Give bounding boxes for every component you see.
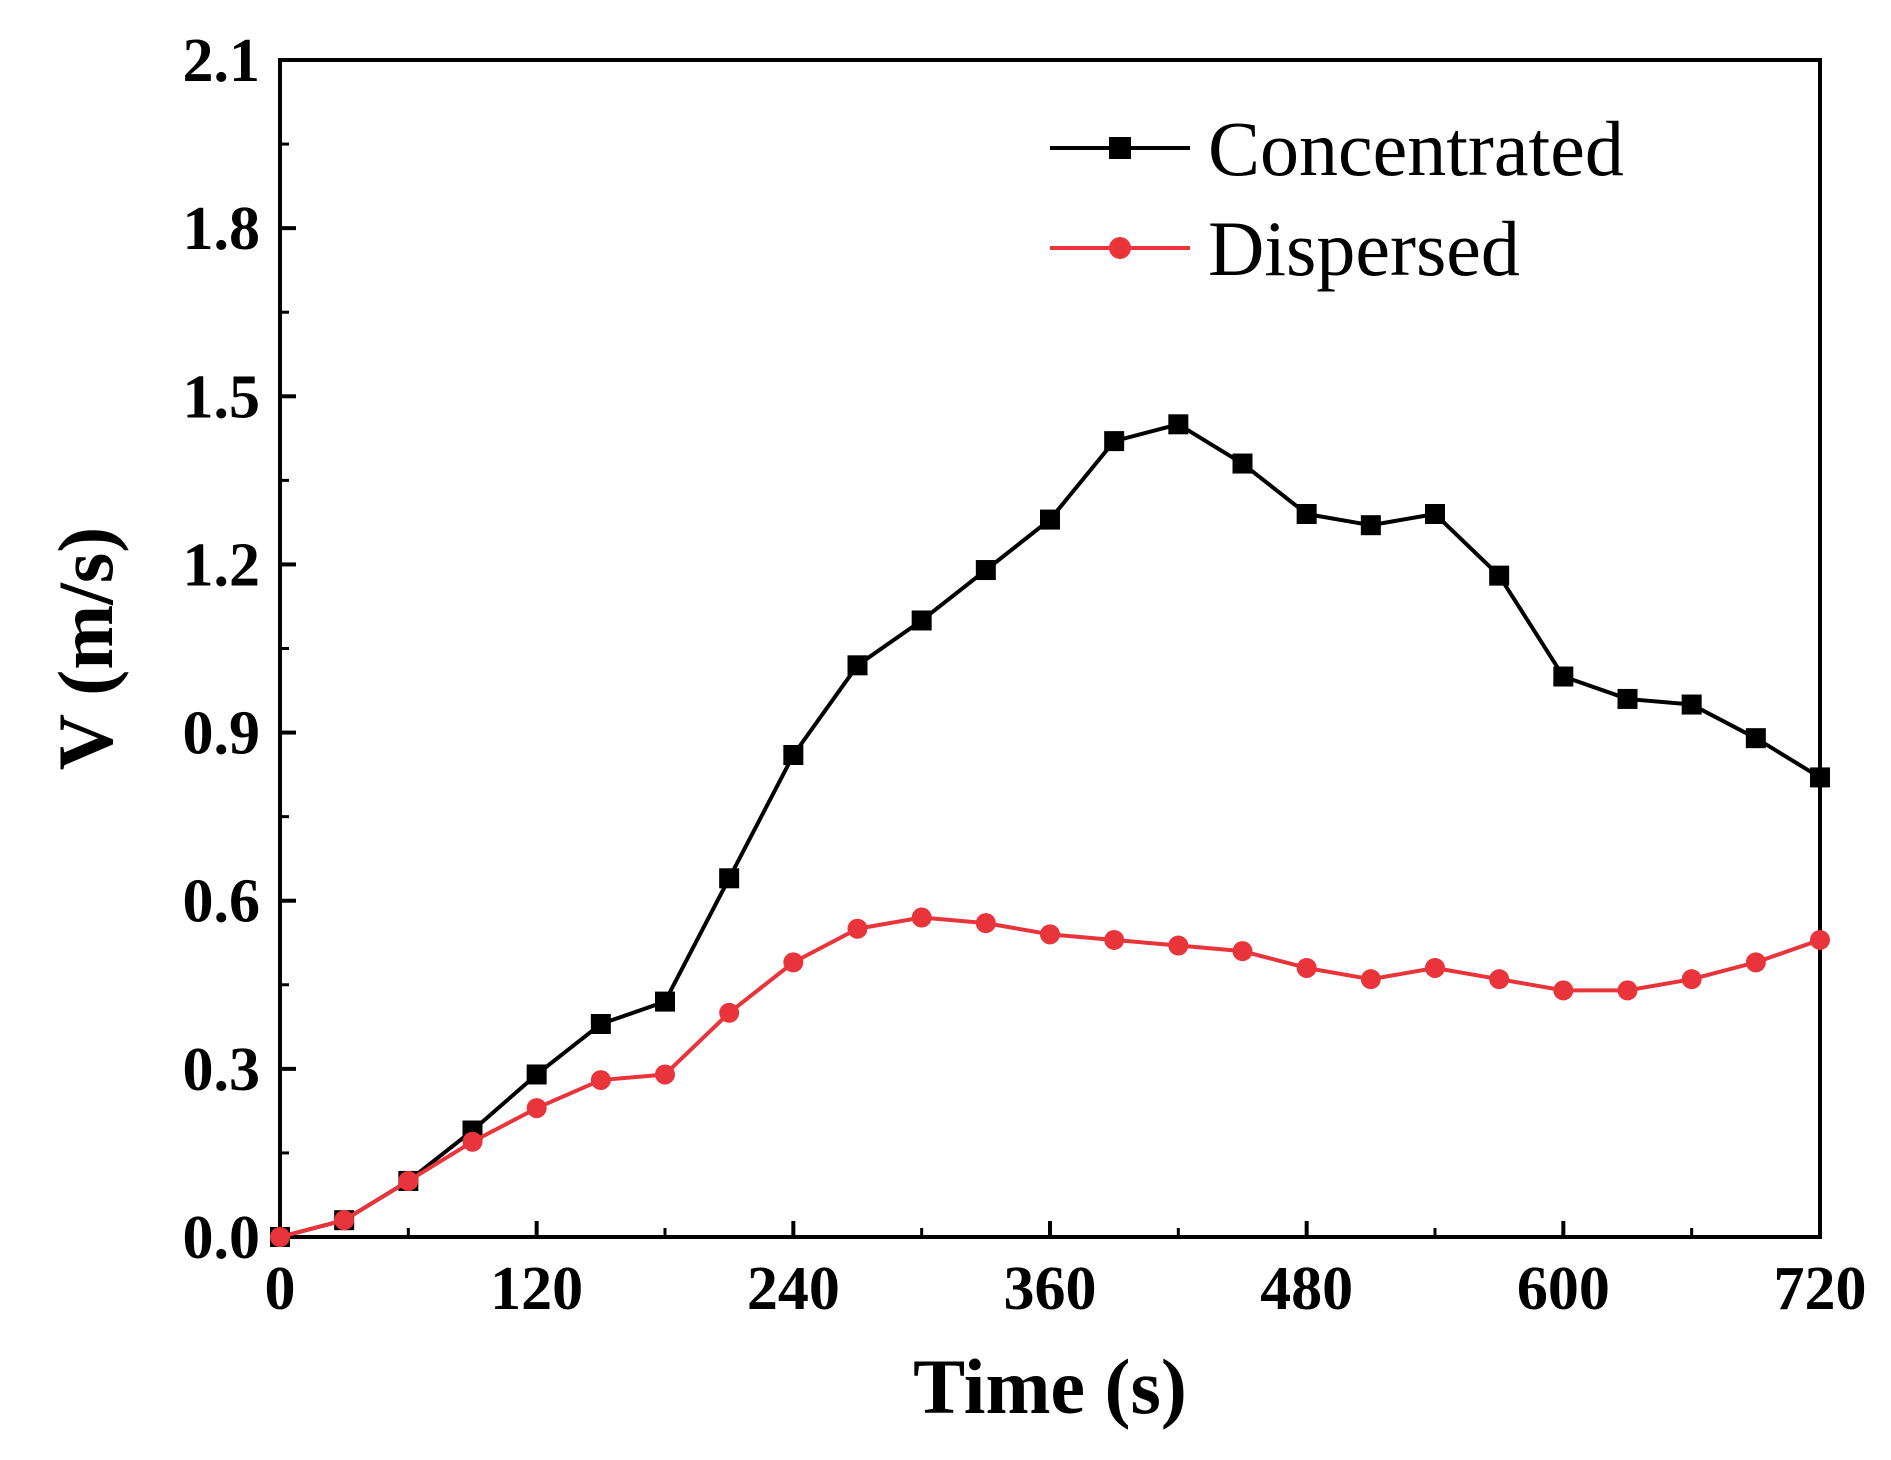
data-point — [719, 868, 740, 889]
data-point — [911, 610, 932, 631]
x-axis-title: Time (s) — [913, 1343, 1187, 1430]
data-point — [1489, 565, 1510, 586]
legend: Concentrated Dispersed — [1050, 105, 1624, 292]
data-point — [1360, 515, 1381, 536]
data-point — [1168, 414, 1189, 435]
data-point — [398, 1170, 419, 1191]
data-point — [1745, 952, 1766, 973]
legend-label: Dispersed — [1208, 205, 1520, 292]
data-point — [1040, 509, 1060, 530]
y-tick-label: 0.9 — [183, 700, 261, 768]
data-point — [1810, 767, 1830, 788]
data-point — [1425, 957, 1445, 978]
data-point — [590, 1014, 611, 1035]
data-point — [655, 991, 675, 1012]
x-tick-label: 0 — [265, 1255, 296, 1323]
data-point — [975, 913, 996, 934]
axes-layer: 0 120 240 360 480 600 720 0.0 0.3 0.6 0.9 1.2 1.5 1.8… — [42, 27, 1867, 1430]
data-point — [526, 1064, 547, 1085]
y-tick-label: 2.1 — [183, 27, 261, 95]
y-tick-label: 0.0 — [183, 1204, 261, 1272]
data-point — [334, 1210, 355, 1231]
data-point — [590, 1070, 611, 1091]
series-layer — [270, 414, 1830, 1247]
data-point — [462, 1131, 483, 1152]
data-point — [270, 1227, 290, 1247]
data-point — [1104, 431, 1125, 452]
legend-marker — [1109, 137, 1131, 159]
data-point — [1425, 503, 1445, 524]
x-tick-label: 120 — [490, 1255, 583, 1323]
data-point — [1232, 453, 1253, 474]
legend-entry-concentrated: Concentrated — [1050, 105, 1624, 192]
y-axis-title: V (m/s) — [42, 527, 129, 770]
x-tick-label: 480 — [1260, 1255, 1353, 1323]
x-tick-label: 720 — [1774, 1255, 1867, 1323]
series-dispersed — [270, 907, 1830, 1247]
x-tick-label: 240 — [747, 1255, 840, 1323]
data-point — [1553, 666, 1574, 687]
data-point — [526, 1098, 547, 1119]
data-point — [783, 952, 804, 973]
data-point — [975, 560, 996, 581]
y-tick-label: 1.5 — [183, 363, 261, 431]
series-line — [279, 422, 1822, 1239]
data-point — [1232, 941, 1253, 962]
data-point — [1360, 969, 1381, 990]
data-point — [911, 907, 932, 928]
legend-entry-dispersed: Dispersed — [1050, 205, 1520, 292]
data-point — [719, 1002, 740, 1023]
series-line — [279, 915, 1821, 1239]
data-point — [1617, 688, 1638, 709]
y-tick-label: 0.3 — [183, 1036, 261, 1104]
legend-marker — [1109, 237, 1131, 259]
x-tick-label: 360 — [1004, 1255, 1097, 1323]
data-point — [1681, 969, 1702, 990]
data-point — [1617, 980, 1638, 1001]
legend-label: Concentrated — [1208, 105, 1624, 192]
data-point — [1168, 935, 1189, 956]
plot-frame — [278, 58, 1822, 1239]
data-point — [1745, 728, 1766, 749]
data-point — [1040, 924, 1060, 945]
data-point — [1296, 957, 1317, 978]
data-point — [847, 918, 868, 939]
data-point — [655, 1064, 675, 1085]
data-point — [1296, 503, 1317, 524]
y-tick-label: 1.8 — [183, 195, 261, 263]
data-point — [1104, 929, 1125, 950]
data-point — [1489, 969, 1510, 990]
y-tick-label: 0.6 — [183, 868, 261, 936]
data-point — [1553, 980, 1574, 1001]
series-concentrated — [270, 414, 1830, 1247]
y-tick-label: 1.2 — [183, 531, 261, 599]
x-tick-label: 600 — [1517, 1255, 1610, 1323]
data-point — [1681, 694, 1702, 715]
data-point — [1810, 929, 1830, 950]
data-point — [783, 744, 804, 765]
data-point — [847, 655, 868, 676]
